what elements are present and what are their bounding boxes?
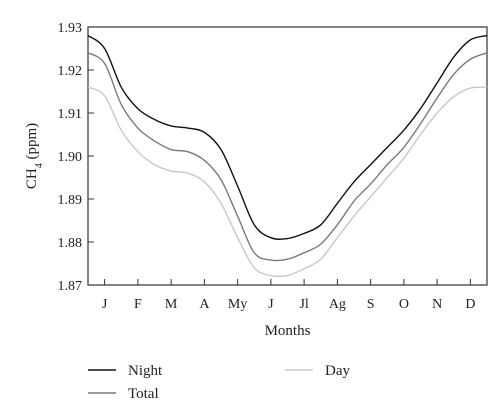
legend-label-night: Night <box>128 363 163 379</box>
y-tick-label: 1.92 <box>58 64 83 79</box>
x-tick-label: A <box>199 297 210 312</box>
x-tick-label: S <box>367 297 375 312</box>
y-axis-title-suffix: (ppm) <box>24 123 40 163</box>
x-axis-ticks: J F M A My J Jl Ag S O N D <box>102 279 475 312</box>
legend-label-day: Day <box>325 363 350 379</box>
y-tick-label: 1.87 <box>58 279 83 294</box>
series-lines <box>87 34 488 278</box>
y-tick-label: 1.93 <box>58 21 83 36</box>
x-tick-label: Jl <box>299 297 308 312</box>
x-tick-label: M <box>165 297 178 312</box>
x-axis-title: Months <box>265 323 311 339</box>
legend: Night Day Total <box>88 363 350 402</box>
y-axis-title-main: CH <box>24 168 40 189</box>
y-axis-ticks: 1.87 1.88 1.89 1.90 1.91 1.92 1.93 <box>58 21 94 294</box>
x-tick-label: J <box>102 297 108 312</box>
y-axis-title: CH4 (ppm) <box>24 123 45 189</box>
series-line-night <box>87 34 488 240</box>
plot-frame <box>87 26 488 286</box>
series-line-total <box>87 52 488 262</box>
x-tick-label: My <box>228 297 247 312</box>
y-axis-title-subscript: 4 <box>34 163 45 168</box>
y-tick-label: 1.88 <box>58 236 83 251</box>
x-tick-label: O <box>399 297 409 312</box>
x-tick-label: J <box>268 297 274 312</box>
x-tick-label: D <box>465 297 475 312</box>
y-tick-label: 1.91 <box>58 107 83 122</box>
legend-label-total: Total <box>128 386 159 402</box>
y-tick-label: 1.90 <box>58 150 83 165</box>
x-tick-label: F <box>134 297 142 312</box>
series-line-day <box>87 86 488 278</box>
x-tick-label: Ag <box>329 297 346 312</box>
y-tick-label: 1.89 <box>58 193 83 208</box>
x-tick-label: N <box>432 297 442 312</box>
